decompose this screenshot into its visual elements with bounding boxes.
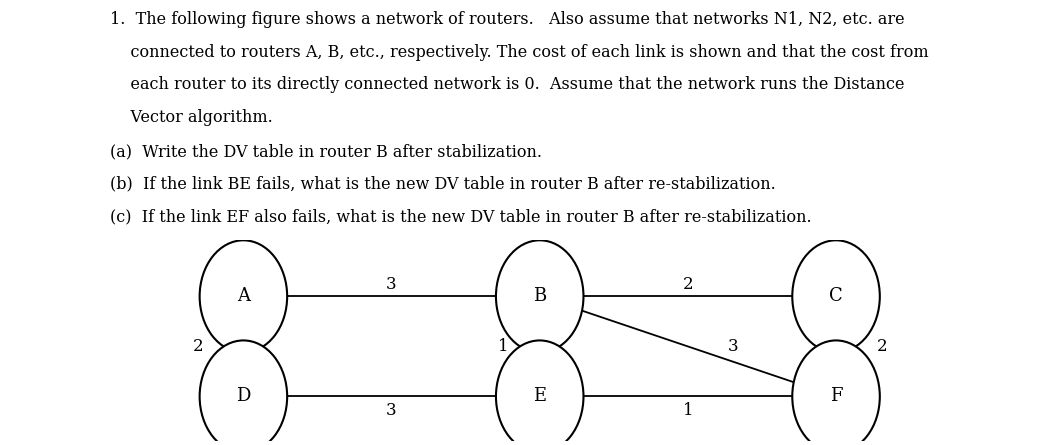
Text: 1: 1 [682,402,693,419]
Text: B: B [533,287,546,305]
Text: 3: 3 [728,338,739,355]
Text: 2: 2 [193,338,203,355]
Text: connected to routers A, B, etc., respectively. The cost of each link is shown an: connected to routers A, B, etc., respect… [110,44,929,61]
Text: 1: 1 [498,338,508,355]
Text: 2: 2 [682,276,693,293]
Ellipse shape [496,340,584,445]
Text: Vector algorithm.: Vector algorithm. [110,109,272,125]
Ellipse shape [792,240,880,352]
Text: A: A [237,287,249,305]
Text: D: D [236,388,250,405]
Text: 3: 3 [387,402,397,419]
Text: F: F [830,388,843,405]
Text: 1.  The following figure shows a network of routers.   Also assume that networks: 1. The following figure shows a network … [110,11,904,28]
Text: (b)  If the link BE fails, what is the new DV table in router B after re-stabili: (b) If the link BE fails, what is the ne… [110,176,776,193]
Ellipse shape [496,240,584,352]
Text: (a)  Write the DV table in router B after stabilization.: (a) Write the DV table in router B after… [110,143,542,160]
Ellipse shape [792,340,880,445]
Ellipse shape [199,240,287,352]
Text: each router to its directly connected network is 0.  Assume that the network run: each router to its directly connected ne… [110,76,904,93]
Ellipse shape [199,340,287,445]
Text: E: E [533,388,546,405]
Text: 2: 2 [876,338,887,355]
Text: C: C [829,287,843,305]
Text: (c)  If the link EF also fails, what is the new DV table in router B after re-st: (c) If the link EF also fails, what is t… [110,208,811,225]
Text: 3: 3 [387,276,397,293]
